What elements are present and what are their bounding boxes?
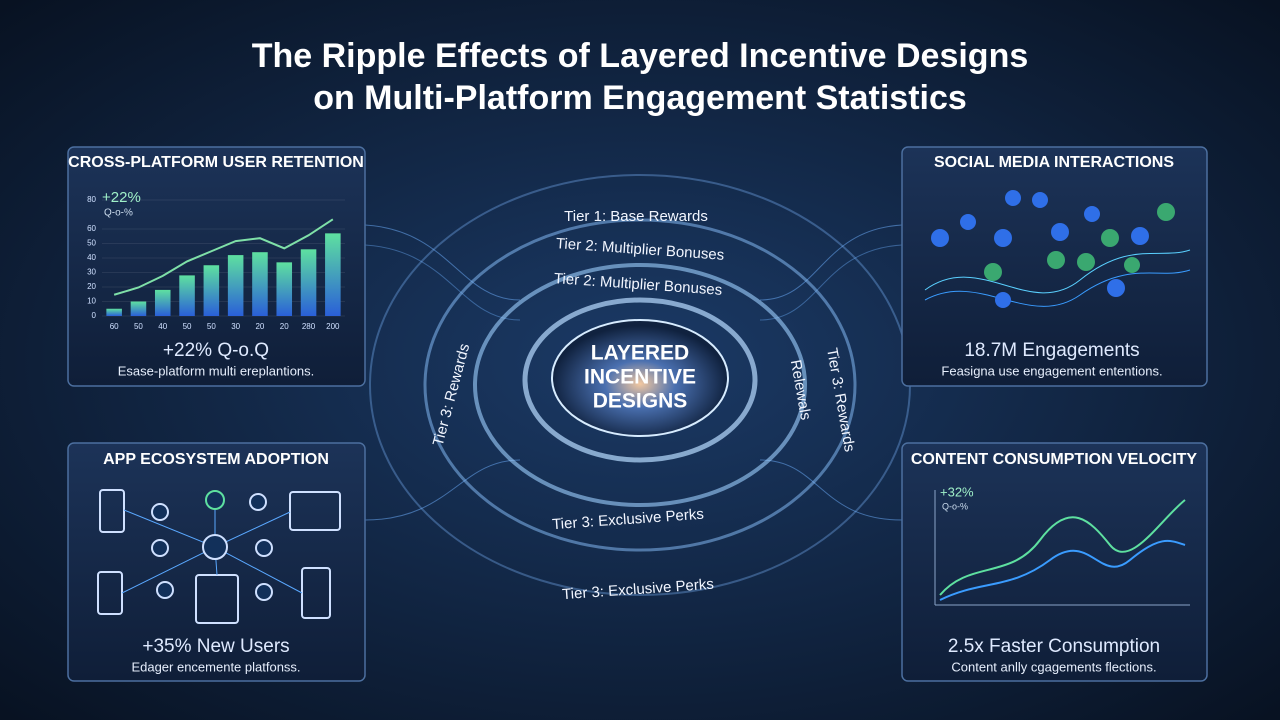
title: The Ripple Effects of Layered Incentive … <box>252 37 1029 75</box>
x-tick-label: 200 <box>326 322 340 331</box>
badge-sub: Q-o-% <box>104 208 133 219</box>
y-tick-label: 40 <box>87 253 96 262</box>
device-network <box>97 489 341 624</box>
y-tick-label: 60 <box>87 224 96 233</box>
panel-title: SOCIAL MEDIA INTERACTIONS <box>934 154 1174 171</box>
bar <box>154 289 171 316</box>
bar <box>130 301 147 316</box>
x-tick-label: 30 <box>231 322 240 331</box>
badge-sub: Q-o-% <box>942 501 968 511</box>
x-tick-label: 20 <box>255 322 264 331</box>
y-tick-label: 20 <box>87 282 96 291</box>
stat: 2.5x Faster Consumption <box>948 636 1160 657</box>
trend-line <box>113 218 334 296</box>
bar <box>227 255 244 316</box>
flow-lines <box>364 224 903 521</box>
stat: +22% Q-o.Q <box>163 340 269 361</box>
social-icons <box>924 190 1191 308</box>
bar <box>203 265 220 316</box>
panel-title: CROSS-PLATFORM USER RETENTION <box>68 154 364 171</box>
x-tick-label: 50 <box>183 322 192 331</box>
caption: Content anlly cgagements flections. <box>951 659 1156 674</box>
title: on Multi-Platform Engagement Statistics <box>313 79 967 117</box>
bar <box>325 233 341 316</box>
caption: Feasigna use engagement ententions. <box>941 363 1162 378</box>
x-tick-label: 280 <box>302 322 316 331</box>
bar <box>276 262 293 316</box>
rings <box>369 174 911 596</box>
core-label: INCENTIVE <box>584 366 696 389</box>
bar <box>252 252 268 316</box>
x-tick-label: 50 <box>134 322 143 331</box>
y-tick-label: 50 <box>87 239 96 248</box>
core-label: LAYERED <box>591 342 689 365</box>
ring-label: Tier 1: Base Rewards <box>564 208 708 225</box>
x-tick-label: 60 <box>110 322 119 331</box>
stat: 18.7M Engagements <box>964 340 1139 361</box>
stat: +35% New Users <box>142 636 289 657</box>
core-label: DESIGNS <box>593 390 688 413</box>
bar <box>179 275 195 316</box>
y-tick-label: 0 <box>92 311 97 320</box>
caption: Edager encemente platfonss. <box>131 659 300 674</box>
y-tick-label: 80 <box>87 195 96 204</box>
badge: +22% <box>102 189 141 206</box>
x-tick-label: 50 <box>207 322 216 331</box>
badge: +32% <box>940 484 974 499</box>
x-tick-label: 40 <box>158 322 167 331</box>
bar <box>106 308 122 316</box>
y-tick-label: 30 <box>87 268 96 277</box>
y-tick-label: 10 <box>87 297 96 306</box>
velocity-curves <box>934 490 1190 606</box>
x-tick-label: 20 <box>280 322 289 331</box>
caption: Esase-platform multi ereplantions. <box>118 363 315 378</box>
core <box>551 319 729 437</box>
panel-title: APP ECOSYSTEM ADOPTION <box>103 451 329 468</box>
bar <box>300 249 317 316</box>
panel-title: CONTENT CONSUMPTION VELOCITY <box>911 451 1198 468</box>
panel <box>901 442 1208 682</box>
